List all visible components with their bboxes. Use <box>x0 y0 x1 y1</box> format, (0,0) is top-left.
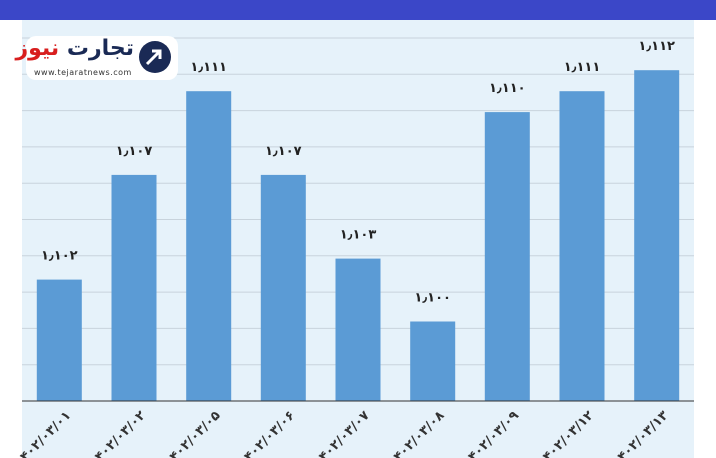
data-label: ۱٫۱۱۰ <box>489 81 526 96</box>
logo-name-part1: تجارت <box>66 36 134 61</box>
logo-url: www.tejaratnews.com <box>34 68 132 77</box>
data-label: ۱٫۱۰۷ <box>265 144 302 159</box>
data-label: ۱٫۱۰۷ <box>116 144 153 159</box>
data-label: ۱٫۱۰۰ <box>414 291 451 306</box>
data-label: ۱٫۱۰۳ <box>340 228 377 243</box>
bar <box>186 91 232 401</box>
logo-wordmark: تجارت نیوز <box>15 36 134 61</box>
logo-arrow-icon <box>139 41 171 73</box>
data-label: ۱٫۱۰۲ <box>41 249 78 264</box>
brand-logo: تجارت نیوز www.tejaratnews.com <box>15 36 178 80</box>
data-label: ۱٫۱۱۲ <box>638 39 675 54</box>
data-label: ۱٫۱۱۱ <box>190 60 227 75</box>
bar <box>111 174 157 401</box>
bars <box>36 70 680 401</box>
bar <box>335 258 381 401</box>
bar <box>36 279 82 401</box>
header-bar <box>0 0 716 20</box>
data-label: ۱٫۱۱۱ <box>564 60 601 75</box>
bar <box>410 321 456 401</box>
value-labels: ۱٫۱۰۲ ۱٫۱۰۷ ۱٫۱۱۱ ۱٫۱۰۷ ۱٫۱۰۳ ۱٫۱۰۰ ۱٫۱۱۰ ۱٫۱۱۱… <box>41 39 675 305</box>
bar <box>484 112 530 401</box>
bar <box>634 70 680 401</box>
bar <box>559 91 605 401</box>
bar <box>260 174 306 401</box>
logo-name-part2: نیوز <box>15 36 60 61</box>
